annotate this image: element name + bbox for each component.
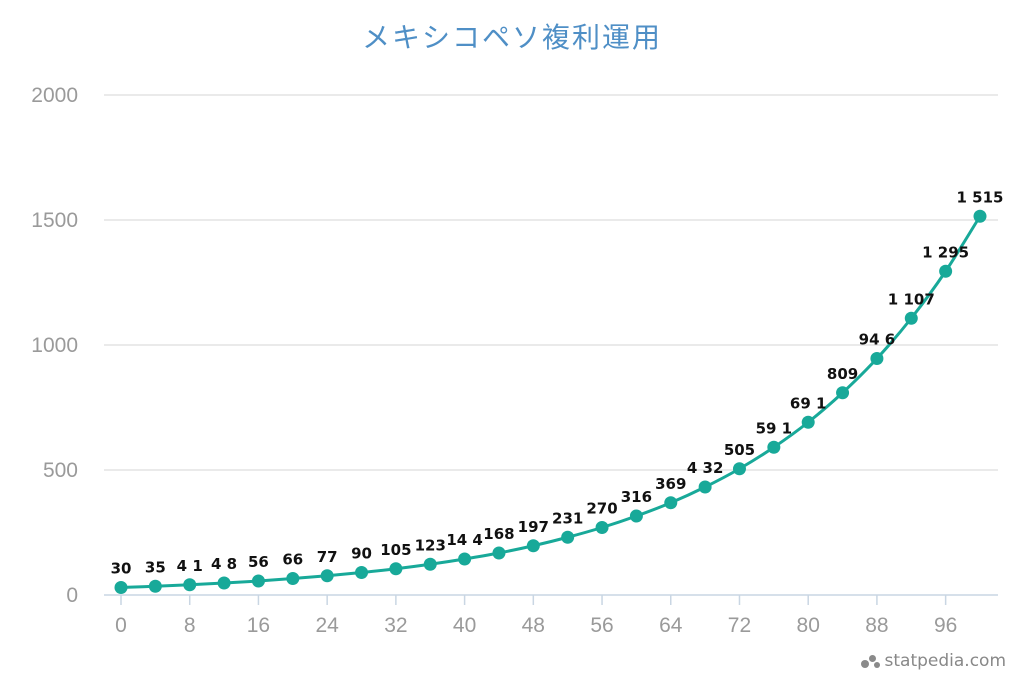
data-label: 90 — [351, 545, 372, 563]
data-label: 66 — [282, 551, 303, 569]
data-point — [870, 352, 884, 365]
data-label: 4 32 — [687, 459, 724, 477]
x-tick-label: 88 — [865, 614, 888, 637]
data-label: 123 — [415, 536, 446, 554]
data-point — [939, 264, 953, 278]
data-point — [698, 480, 712, 494]
x-tick-label: 72 — [728, 614, 751, 637]
brand-text: statpedia.com — [884, 651, 1007, 671]
x-tick-label: 96 — [934, 614, 957, 637]
y-tick-label: 1000 — [31, 334, 78, 357]
y-tick-label: 500 — [43, 459, 78, 482]
data-point — [389, 562, 403, 576]
data-label: 94 6 — [859, 331, 896, 349]
statpedia-logo-icon — [860, 653, 881, 669]
data-point — [114, 581, 128, 594]
data-point — [148, 579, 162, 593]
data-point — [286, 572, 300, 585]
data-label: 270 — [586, 500, 617, 518]
data-point — [217, 576, 231, 590]
data-point — [904, 311, 918, 325]
data-label: 56 — [248, 553, 269, 571]
data-point — [973, 209, 987, 223]
data-point — [251, 574, 265, 588]
data-label: 14 4 — [446, 531, 483, 549]
x-tick-label: 0 — [115, 614, 127, 637]
data-point — [492, 546, 506, 560]
x-tick-label: 24 — [315, 614, 339, 637]
x-tick-label: 40 — [453, 614, 476, 637]
x-tick-label: 16 — [247, 614, 270, 637]
data-point — [183, 578, 197, 592]
data-label: 369 — [655, 475, 686, 493]
data-point — [355, 566, 369, 579]
data-label: 505 — [724, 441, 755, 459]
data-label: 4 1 — [177, 557, 203, 575]
x-tick-label: 48 — [522, 614, 545, 637]
data-point — [595, 521, 609, 534]
data-label: 77 — [317, 548, 338, 566]
data-point — [458, 552, 472, 566]
data-point — [664, 496, 678, 510]
data-point — [423, 557, 437, 571]
x-tick-label: 64 — [659, 614, 683, 637]
data-label: 1 295 — [922, 243, 969, 261]
chart-title: メキシコペソ複利運用 — [361, 21, 662, 54]
x-tick-label: 56 — [590, 614, 613, 637]
data-point — [561, 530, 575, 544]
x-tick-label: 32 — [384, 614, 407, 637]
data-point — [629, 509, 643, 523]
series-line — [120, 215, 982, 589]
data-point — [526, 539, 540, 553]
data-label: 168 — [483, 525, 514, 543]
data-label: 231 — [552, 509, 583, 527]
data-label: 59 1 — [756, 419, 793, 437]
data-label: 105 — [380, 541, 411, 559]
y-tick-label: 2000 — [31, 84, 78, 107]
data-point — [836, 386, 850, 400]
data-label: 197 — [518, 518, 549, 536]
data-point — [732, 462, 746, 476]
y-tick-label: 0 — [66, 584, 78, 607]
data-point — [320, 569, 334, 583]
data-point — [767, 440, 781, 454]
brand-watermark: statpedia.com — [860, 651, 1007, 671]
y-tick-label: 1500 — [31, 209, 78, 232]
data-point — [801, 415, 815, 429]
x-tick-label: 8 — [184, 614, 196, 637]
data-label: 35 — [145, 558, 166, 576]
data-label: 809 — [827, 365, 858, 383]
data-label: 316 — [621, 488, 652, 506]
x-tick-label: 80 — [797, 614, 820, 637]
data-label: 69 1 — [790, 394, 827, 412]
data-label: 30 — [111, 560, 132, 578]
data-label: 1 107 — [888, 290, 935, 308]
data-label: 4 8 — [211, 555, 237, 573]
data-label: 1 515 — [957, 188, 1004, 206]
